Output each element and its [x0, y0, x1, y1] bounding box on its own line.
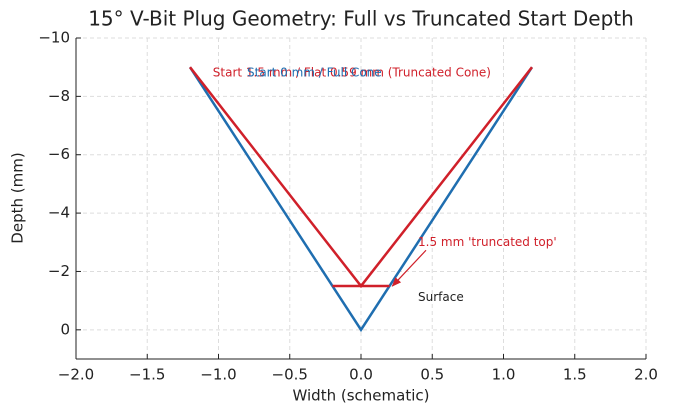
chart-title: 15° V-Bit Plug Geometry: Full vs Truncat… [88, 7, 634, 31]
annotation: Surface [418, 290, 464, 304]
x-tick-label: 1.0 [492, 366, 516, 384]
annotation: 1.5 mm 'truncated top' [418, 235, 557, 249]
annotation: Start 0 mm / Full Cone [247, 66, 382, 80]
y-tick-label: −2 [48, 262, 70, 280]
x-tick-label: 0.5 [420, 366, 444, 384]
y-tick-label: −8 [48, 87, 70, 105]
annotation-arrow [391, 249, 427, 287]
x-tick-label: −2.0 [58, 366, 94, 384]
x-tick-label: 1.5 [563, 366, 587, 384]
y-axis-label: Depth (mm) [9, 152, 27, 243]
y-tick-label: −10 [38, 29, 70, 47]
x-tick-label: −0.5 [272, 366, 308, 384]
x-tick-label: −1.0 [200, 366, 236, 384]
x-tick-label: −1.5 [129, 366, 165, 384]
y-tick-label: −4 [48, 204, 70, 222]
y-tick-label: 0 [60, 320, 70, 338]
y-tick-label: −6 [48, 145, 70, 163]
x-tick-label: 0.0 [349, 366, 373, 384]
series-line [189, 66, 533, 289]
annotation: Start 1.5 mm / Flat 0.59 mm (Truncated C… [213, 66, 491, 80]
x-tick-label: 2.0 [634, 366, 658, 384]
series-line [188, 66, 534, 333]
x-axis-label: Width (schematic) [293, 387, 430, 405]
